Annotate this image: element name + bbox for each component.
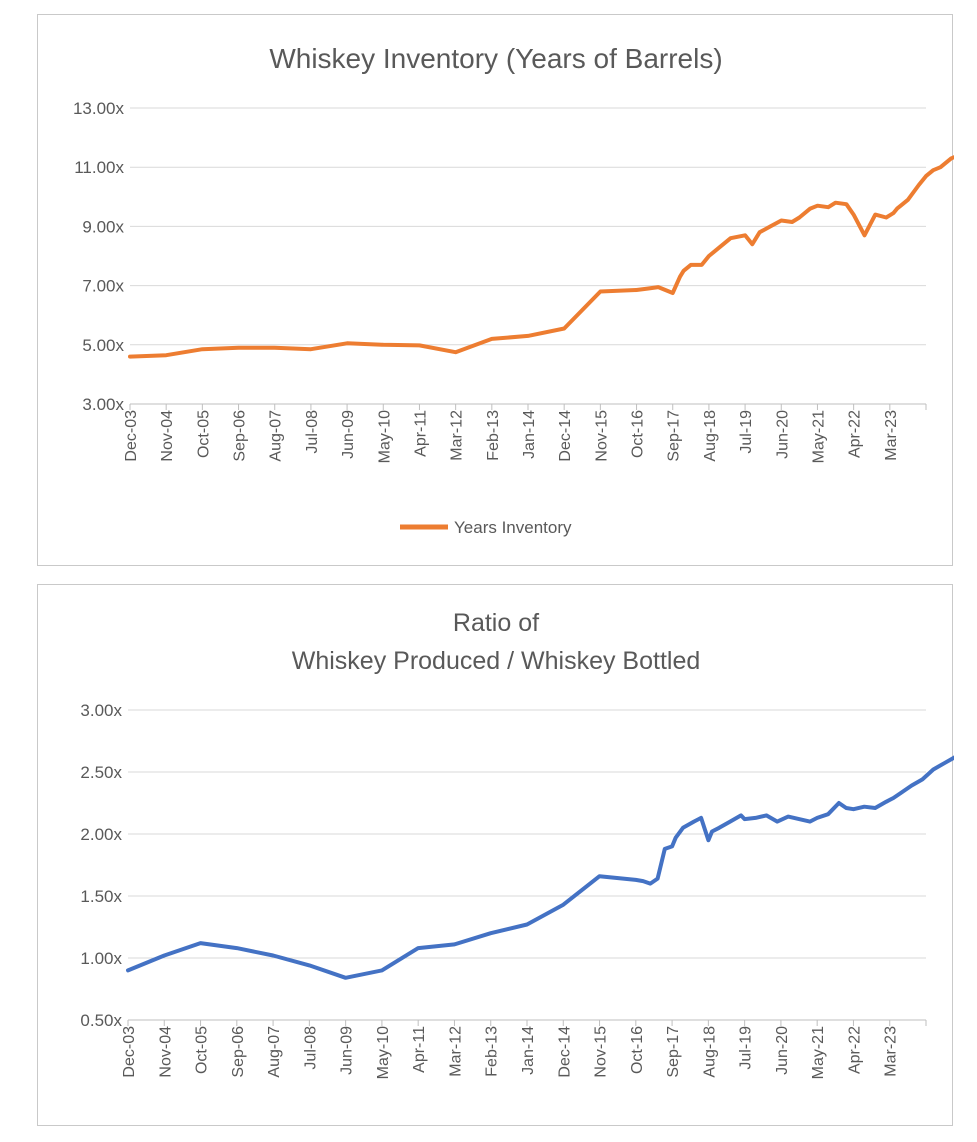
x-tick-label: Sep-17 bbox=[666, 410, 683, 462]
y-tick-label: 13.00x bbox=[73, 99, 125, 118]
y-tick-label: 0.50x bbox=[80, 1011, 122, 1030]
x-tick-label: May-10 bbox=[375, 1026, 392, 1079]
x-tick-label: Jun-20 bbox=[774, 410, 791, 459]
x-tick-label: Mar-23 bbox=[883, 410, 900, 461]
series-line bbox=[126, 755, 954, 980]
x-tick-label: Dec-03 bbox=[123, 410, 140, 462]
x-tick-label: Mar-12 bbox=[449, 410, 466, 461]
y-tick-label: 7.00x bbox=[82, 277, 124, 296]
x-tick-label: Mar-12 bbox=[447, 1026, 464, 1077]
x-tick-label: Jul-19 bbox=[738, 1026, 755, 1070]
x-tick-label: Apr-11 bbox=[412, 410, 429, 457]
x-tick-label: Nov-15 bbox=[593, 1026, 610, 1078]
x-tick-label: Dec-14 bbox=[557, 410, 574, 462]
y-tick-label: 5.00x bbox=[82, 336, 124, 355]
x-tick-label: May-21 bbox=[810, 410, 827, 463]
x-tick-label: Apr-22 bbox=[847, 410, 864, 458]
y-tick-label: 1.00x bbox=[80, 949, 122, 968]
y-tick-label: 3.00x bbox=[80, 701, 122, 720]
chart-panel-produced-bottled-ratio: Ratio of Whiskey Produced / Whiskey Bott… bbox=[37, 584, 954, 1126]
x-tick-label: Jul-08 bbox=[304, 410, 321, 454]
x-tick-label: Apr-22 bbox=[846, 1026, 863, 1074]
x-tick-label: Oct-16 bbox=[630, 410, 647, 458]
x-tick-label: Jun-09 bbox=[339, 1026, 356, 1075]
x-tick-label: Aug-07 bbox=[266, 1026, 283, 1078]
x-tick-label: Jun-09 bbox=[340, 410, 357, 459]
x-tick-label: Mar-23 bbox=[883, 1026, 900, 1077]
x-tick-label: Oct-05 bbox=[195, 410, 212, 458]
x-tick-label: Feb-13 bbox=[485, 410, 502, 461]
x-tick-label: Aug-18 bbox=[702, 410, 719, 462]
x-tick-label: Nov-15 bbox=[593, 410, 610, 462]
years-inventory-chart: Whiskey Inventory (Years of Barrels) 3.0… bbox=[73, 43, 954, 537]
x-tick-label: Dec-03 bbox=[121, 1026, 138, 1078]
x-tick-label: Jul-19 bbox=[738, 410, 755, 454]
x-tick-label: Jan-14 bbox=[520, 1026, 537, 1075]
chart-title-line-1: Ratio of bbox=[453, 609, 539, 637]
x-tick-label: Aug-07 bbox=[268, 410, 285, 462]
y-tick-label: 9.00x bbox=[82, 217, 124, 236]
chart-panel-years-inventory: Whiskey Inventory (Years of Barrels) 3.0… bbox=[37, 14, 954, 566]
x-tick-label: May-10 bbox=[376, 410, 393, 463]
x-tick-label: Oct-05 bbox=[194, 1026, 211, 1074]
x-tick-label: Aug-18 bbox=[701, 1026, 718, 1078]
chart-title: Whiskey Inventory (Years of Barrels) bbox=[269, 43, 722, 74]
chart-legend: Years Inventory bbox=[400, 518, 572, 537]
y-tick-label: 11.00x bbox=[74, 158, 124, 177]
y-tick-label: 3.00x bbox=[82, 395, 124, 414]
x-tick-label: Feb-13 bbox=[484, 1026, 501, 1077]
y-tick-label: 2.00x bbox=[80, 825, 122, 844]
x-tick-label: Jul-08 bbox=[302, 1026, 319, 1070]
legend-label: Years Inventory bbox=[454, 518, 572, 537]
series-line bbox=[128, 155, 954, 359]
x-tick-label: May-21 bbox=[810, 1026, 827, 1079]
chart-title-line-2: Whiskey Produced / Whiskey Bottled bbox=[292, 647, 701, 675]
y-tick-label: 1.50x bbox=[80, 887, 122, 906]
x-tick-label: Nov-04 bbox=[157, 1026, 174, 1078]
x-tick-label: Jan-14 bbox=[521, 410, 538, 459]
x-tick-label: Sep-17 bbox=[665, 1026, 682, 1078]
x-tick-label: Nov-04 bbox=[159, 410, 176, 462]
x-tick-label: Apr-11 bbox=[411, 1026, 428, 1073]
x-tick-label: Sep-06 bbox=[232, 410, 249, 462]
x-tick-label: Sep-06 bbox=[230, 1026, 247, 1078]
x-tick-label: Dec-14 bbox=[556, 1026, 573, 1078]
produced-bottled-ratio-chart: Ratio of Whiskey Produced / Whiskey Bott… bbox=[80, 609, 954, 1079]
x-tick-label: Oct-16 bbox=[629, 1026, 646, 1074]
y-tick-label: 2.50x bbox=[80, 763, 122, 782]
x-tick-label: Jun-20 bbox=[774, 1026, 791, 1075]
